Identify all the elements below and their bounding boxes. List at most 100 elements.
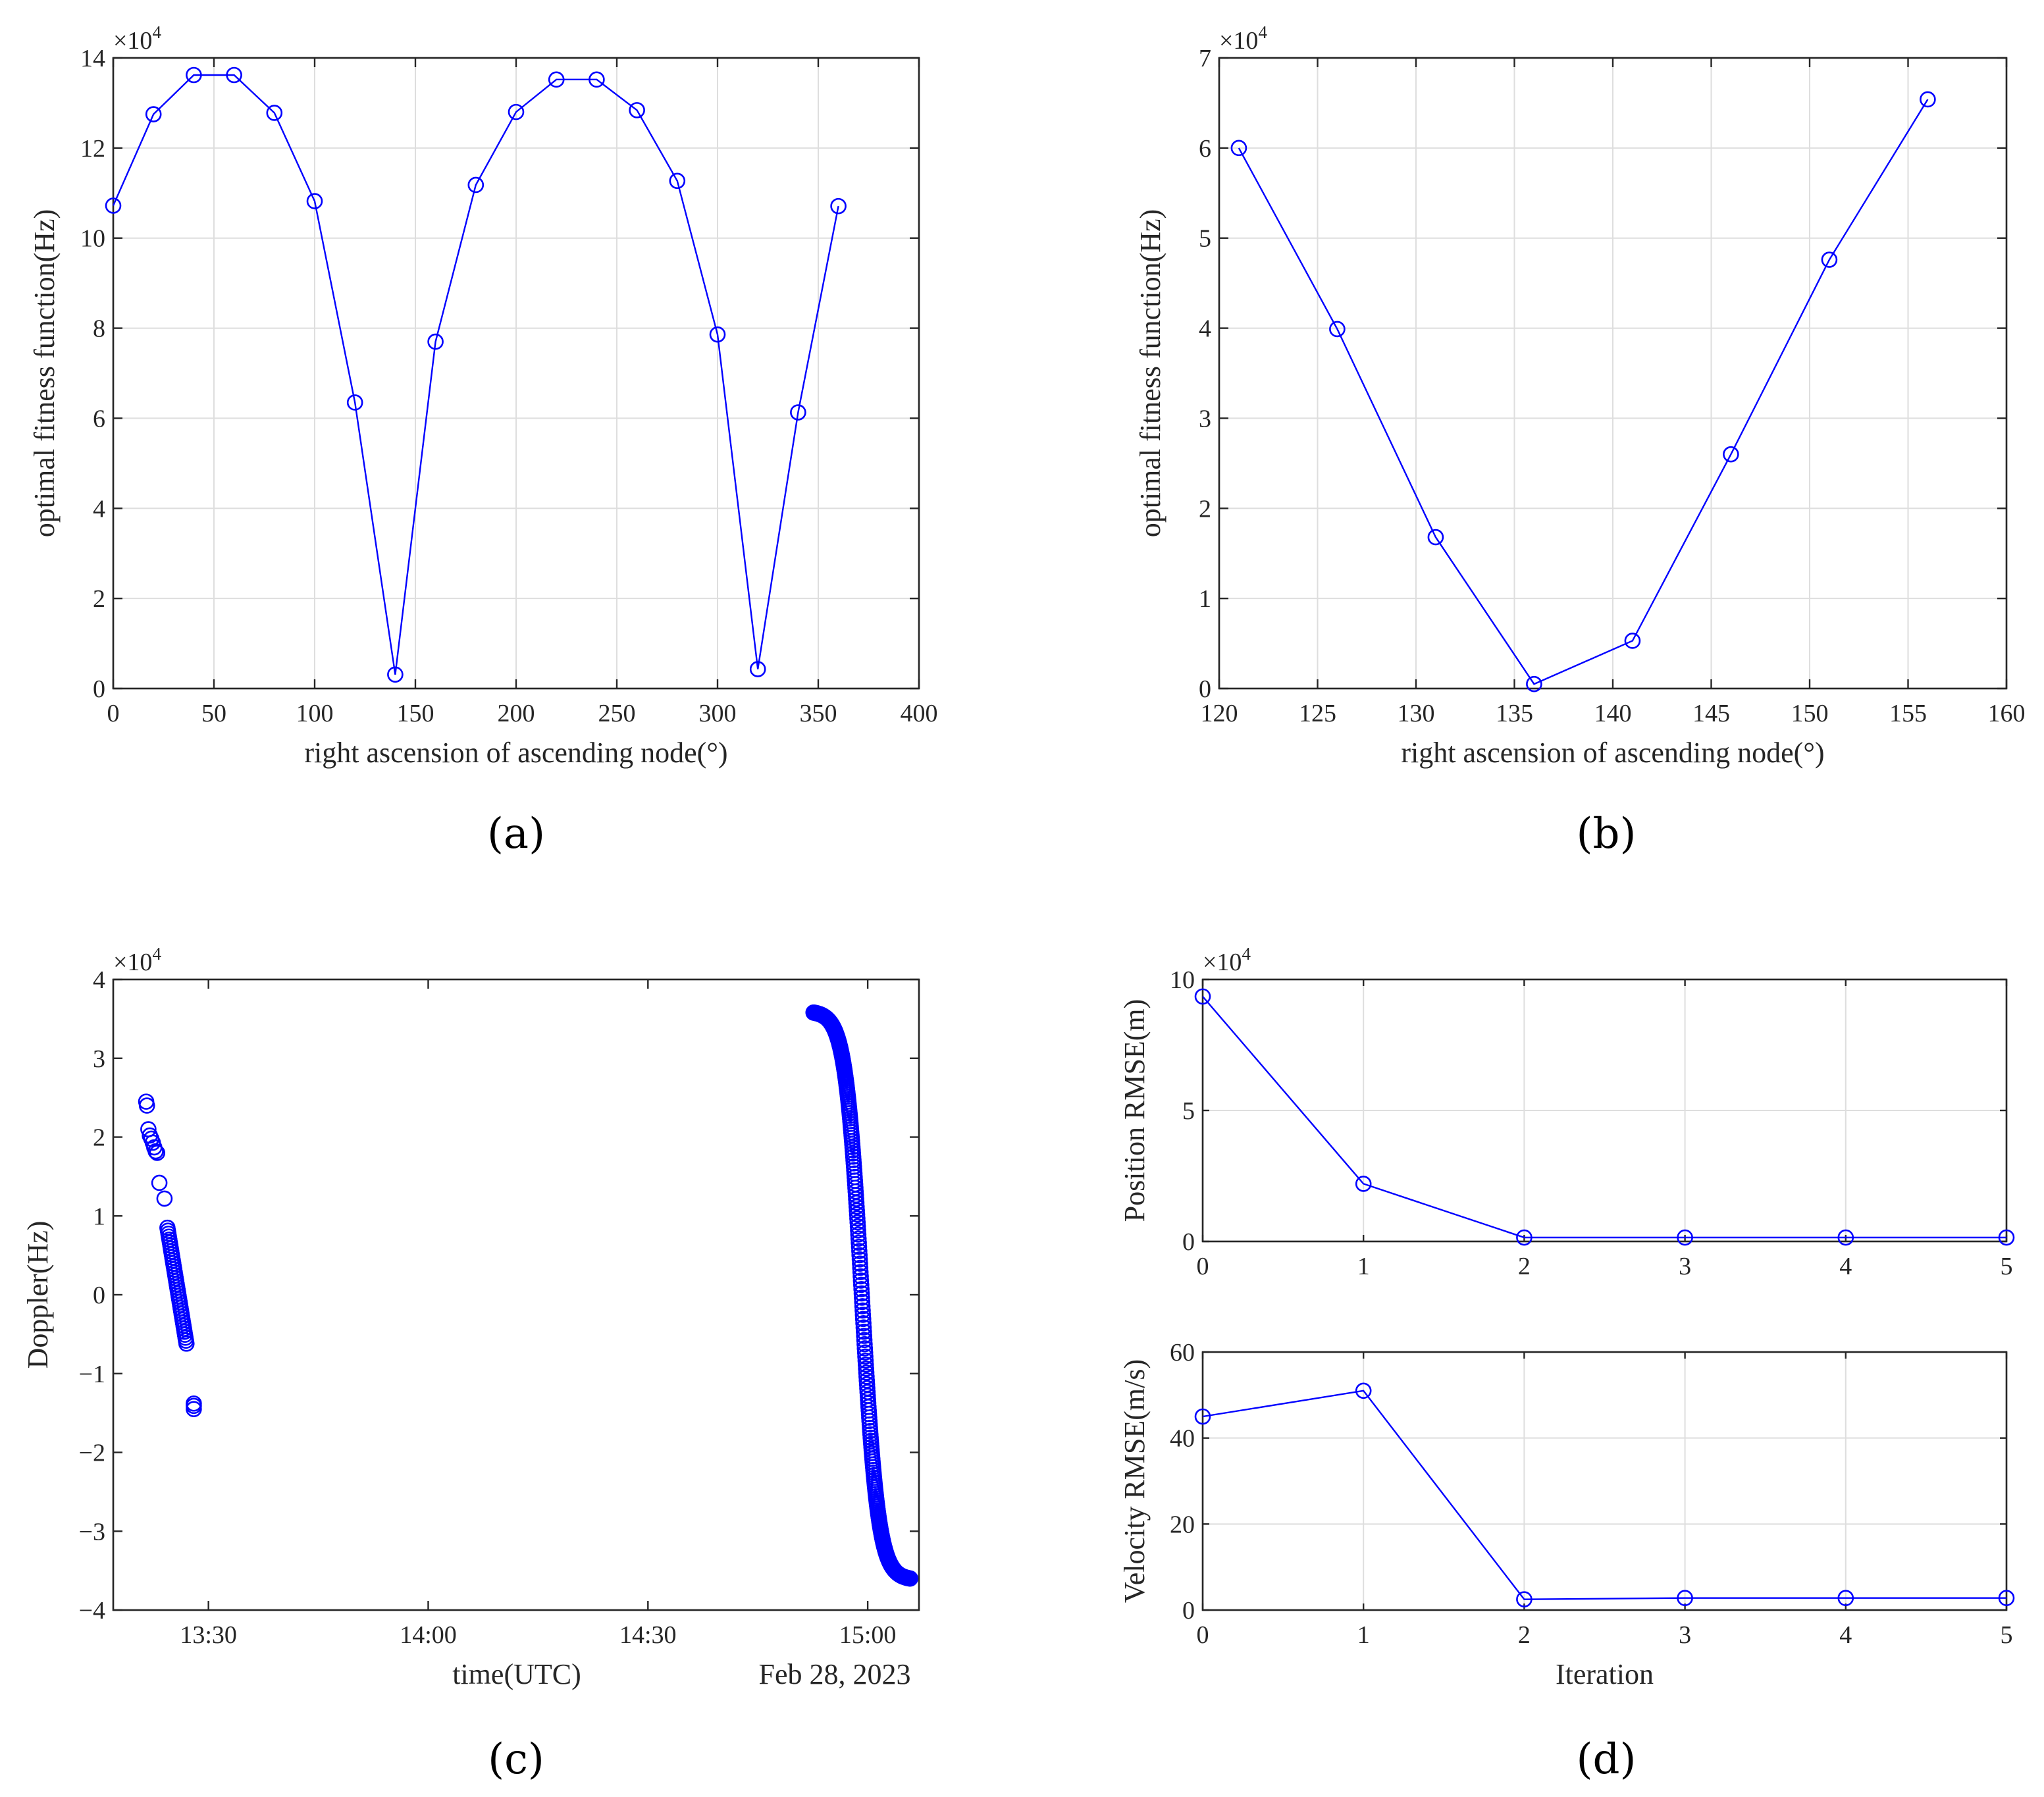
y-exponent: ×104 bbox=[1203, 944, 1251, 976]
series-line-d-top bbox=[1202, 996, 2006, 1239]
data-point-d-bottom bbox=[1677, 1590, 1693, 1607]
data-point-c bbox=[850, 1230, 867, 1247]
data-point-c bbox=[852, 1264, 869, 1280]
date-label: Feb 28, 2023 bbox=[759, 1658, 911, 1690]
x-tick-label: 13:30 bbox=[180, 1621, 237, 1649]
x-tick-label: 150 bbox=[1791, 700, 1829, 727]
y-tick-label: −4 bbox=[79, 1597, 105, 1625]
x-tick-label: 400 bbox=[901, 700, 938, 727]
data-point-c bbox=[851, 1251, 868, 1268]
y-tick-label: 2 bbox=[93, 585, 105, 613]
x-axis-label: right ascension of ascending node(°) bbox=[304, 737, 727, 769]
x-axis-label: Iteration bbox=[1556, 1658, 1654, 1690]
data-point-d-bottom bbox=[1516, 1591, 1533, 1607]
x-tick-label: 120 bbox=[1201, 700, 1238, 727]
chart-d-bottom: 0 1 2 3 4 5 0 20 40 60 Velocity RMSE(m/s) Iteration bbox=[1118, 1339, 2015, 1690]
y-tick-label: −1 bbox=[79, 1361, 105, 1388]
data-point-a bbox=[790, 404, 806, 421]
y-tick-label: 60 bbox=[1170, 1339, 1195, 1367]
data-point-d-top bbox=[1516, 1229, 1533, 1246]
y-tick-label: 5 bbox=[1182, 1097, 1195, 1125]
data-point-a bbox=[830, 197, 847, 215]
data-point-c bbox=[156, 1190, 173, 1207]
x-tick-label: 4 bbox=[1839, 1253, 1852, 1280]
data-point-a bbox=[427, 333, 444, 350]
data-point-b bbox=[1920, 91, 1936, 108]
y-tick-label: 12 bbox=[80, 135, 105, 163]
y-tick-label: 4 bbox=[1199, 315, 1211, 343]
y-tick-label: 1 bbox=[1199, 585, 1211, 613]
y-tick-label: 10 bbox=[80, 225, 105, 253]
x-tick-label: 1 bbox=[1357, 1253, 1370, 1280]
data-point-a bbox=[548, 71, 565, 88]
y-exponent: ×104 bbox=[1219, 22, 1267, 55]
data-point-c bbox=[854, 1293, 871, 1311]
axes-box-d-bottom bbox=[1201, 1351, 2008, 1611]
x-tick-label: 135 bbox=[1496, 700, 1533, 727]
x-tick-label: 125 bbox=[1299, 700, 1336, 727]
data-point-a bbox=[105, 197, 122, 214]
data-point-c bbox=[854, 1302, 871, 1319]
panel-label-b: (b) bbox=[1577, 810, 1637, 858]
y-tick-label: 0 bbox=[1182, 1597, 1195, 1625]
data-point-d-bottom bbox=[1194, 1408, 1211, 1425]
data-point-d-top bbox=[1355, 1176, 1372, 1192]
data-point-c bbox=[855, 1319, 872, 1336]
data-point-c bbox=[851, 1247, 868, 1264]
plot-area-c bbox=[112, 978, 920, 1611]
x-tick-label: 14:30 bbox=[619, 1621, 677, 1649]
data-point-d-bottom bbox=[1998, 1590, 2015, 1607]
y-tick-label: 7 bbox=[1199, 45, 1211, 72]
x-tick-label: 0 bbox=[1197, 1253, 1209, 1280]
y-exponent-base: ×10 bbox=[1203, 949, 1242, 976]
panel-label-c: (c) bbox=[488, 1735, 544, 1784]
y-tick-label: 3 bbox=[1199, 405, 1211, 432]
chart-c: 13:30 14:00 14:30 15:00−4−3−2−101234×104Dop… bbox=[22, 944, 920, 1690]
data-point-c bbox=[852, 1272, 870, 1289]
x-axis-label: right ascension of ascending node(°) bbox=[1401, 737, 1824, 769]
data-point-c bbox=[852, 1255, 868, 1272]
x-tick-label: 0 bbox=[107, 700, 120, 727]
data-point-b bbox=[1230, 140, 1247, 157]
data-point-b bbox=[1723, 446, 1739, 463]
x-tick-label: 50 bbox=[201, 700, 226, 727]
data-point-c bbox=[856, 1328, 873, 1344]
y-tick-label: 0 bbox=[1199, 675, 1211, 703]
data-point-c bbox=[854, 1307, 872, 1323]
x-tick-label: 250 bbox=[598, 700, 636, 727]
data-point-a bbox=[387, 666, 404, 683]
x-tick-label: 100 bbox=[296, 700, 334, 727]
data-point-c bbox=[853, 1281, 870, 1297]
y-tick-label: 0 bbox=[93, 675, 105, 703]
x-tick-label: 5 bbox=[2001, 1253, 2013, 1280]
data-point-a bbox=[508, 103, 525, 120]
data-point-d-top bbox=[1998, 1229, 2015, 1246]
y-exponent: ×104 bbox=[113, 22, 161, 55]
data-point-a bbox=[266, 105, 283, 121]
data-point-c bbox=[850, 1226, 867, 1243]
data-point-c bbox=[854, 1311, 872, 1328]
y-axis-label: Position RMSE(m) bbox=[1118, 999, 1151, 1222]
data-point-c bbox=[902, 1570, 918, 1587]
data-point-c bbox=[851, 1234, 867, 1251]
y-tick-label: 4 bbox=[93, 966, 105, 994]
y-tick-label: 20 bbox=[1170, 1511, 1195, 1538]
x-tick-label: 1 bbox=[1357, 1621, 1370, 1649]
data-point-a bbox=[226, 66, 242, 84]
x-tick-label: 350 bbox=[800, 700, 837, 727]
data-point-a bbox=[589, 71, 605, 88]
x-tick-label: 14:00 bbox=[400, 1621, 457, 1649]
data-point-c bbox=[856, 1332, 873, 1349]
y-tick-label: 0 bbox=[1182, 1228, 1195, 1256]
y-exponent-base: ×10 bbox=[113, 27, 152, 55]
x-tick-label: 15:00 bbox=[839, 1621, 897, 1649]
data-point-c bbox=[854, 1289, 870, 1306]
y-tick-label: −3 bbox=[79, 1518, 105, 1546]
y-tick-label: 1 bbox=[93, 1203, 105, 1230]
y-tick-label: 6 bbox=[1199, 135, 1211, 163]
y-tick-label: 10 bbox=[1170, 966, 1195, 994]
y-tick-label: 4 bbox=[93, 495, 105, 523]
data-point-c bbox=[853, 1285, 870, 1302]
y-tick-label: 0 bbox=[93, 1282, 105, 1309]
